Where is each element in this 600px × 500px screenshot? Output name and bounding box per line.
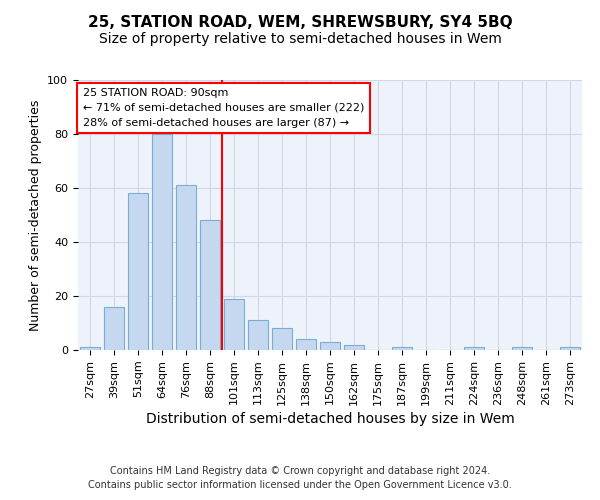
Text: Distribution of semi-detached houses by size in Wem: Distribution of semi-detached houses by … xyxy=(146,412,514,426)
Bar xyxy=(128,194,148,350)
Bar xyxy=(104,307,124,350)
Bar xyxy=(464,348,484,350)
Bar xyxy=(560,348,580,350)
Bar xyxy=(320,342,340,350)
Bar xyxy=(200,220,220,350)
Text: Contains HM Land Registry data © Crown copyright and database right 2024.
Contai: Contains HM Land Registry data © Crown c… xyxy=(88,466,512,490)
Bar xyxy=(512,348,532,350)
Text: 25 STATION ROAD: 90sqm
← 71% of semi-detached houses are smaller (222)
28% of se: 25 STATION ROAD: 90sqm ← 71% of semi-det… xyxy=(83,88,364,128)
Bar xyxy=(80,348,100,350)
Bar xyxy=(272,328,292,350)
Bar xyxy=(344,344,364,350)
Bar xyxy=(152,134,172,350)
Text: Size of property relative to semi-detached houses in Wem: Size of property relative to semi-detach… xyxy=(98,32,502,46)
Bar xyxy=(176,186,196,350)
Text: 25, STATION ROAD, WEM, SHREWSBURY, SY4 5BQ: 25, STATION ROAD, WEM, SHREWSBURY, SY4 5… xyxy=(88,15,512,30)
Bar xyxy=(224,298,244,350)
Y-axis label: Number of semi-detached properties: Number of semi-detached properties xyxy=(29,100,42,330)
Bar xyxy=(392,348,412,350)
Bar xyxy=(296,339,316,350)
Bar xyxy=(248,320,268,350)
